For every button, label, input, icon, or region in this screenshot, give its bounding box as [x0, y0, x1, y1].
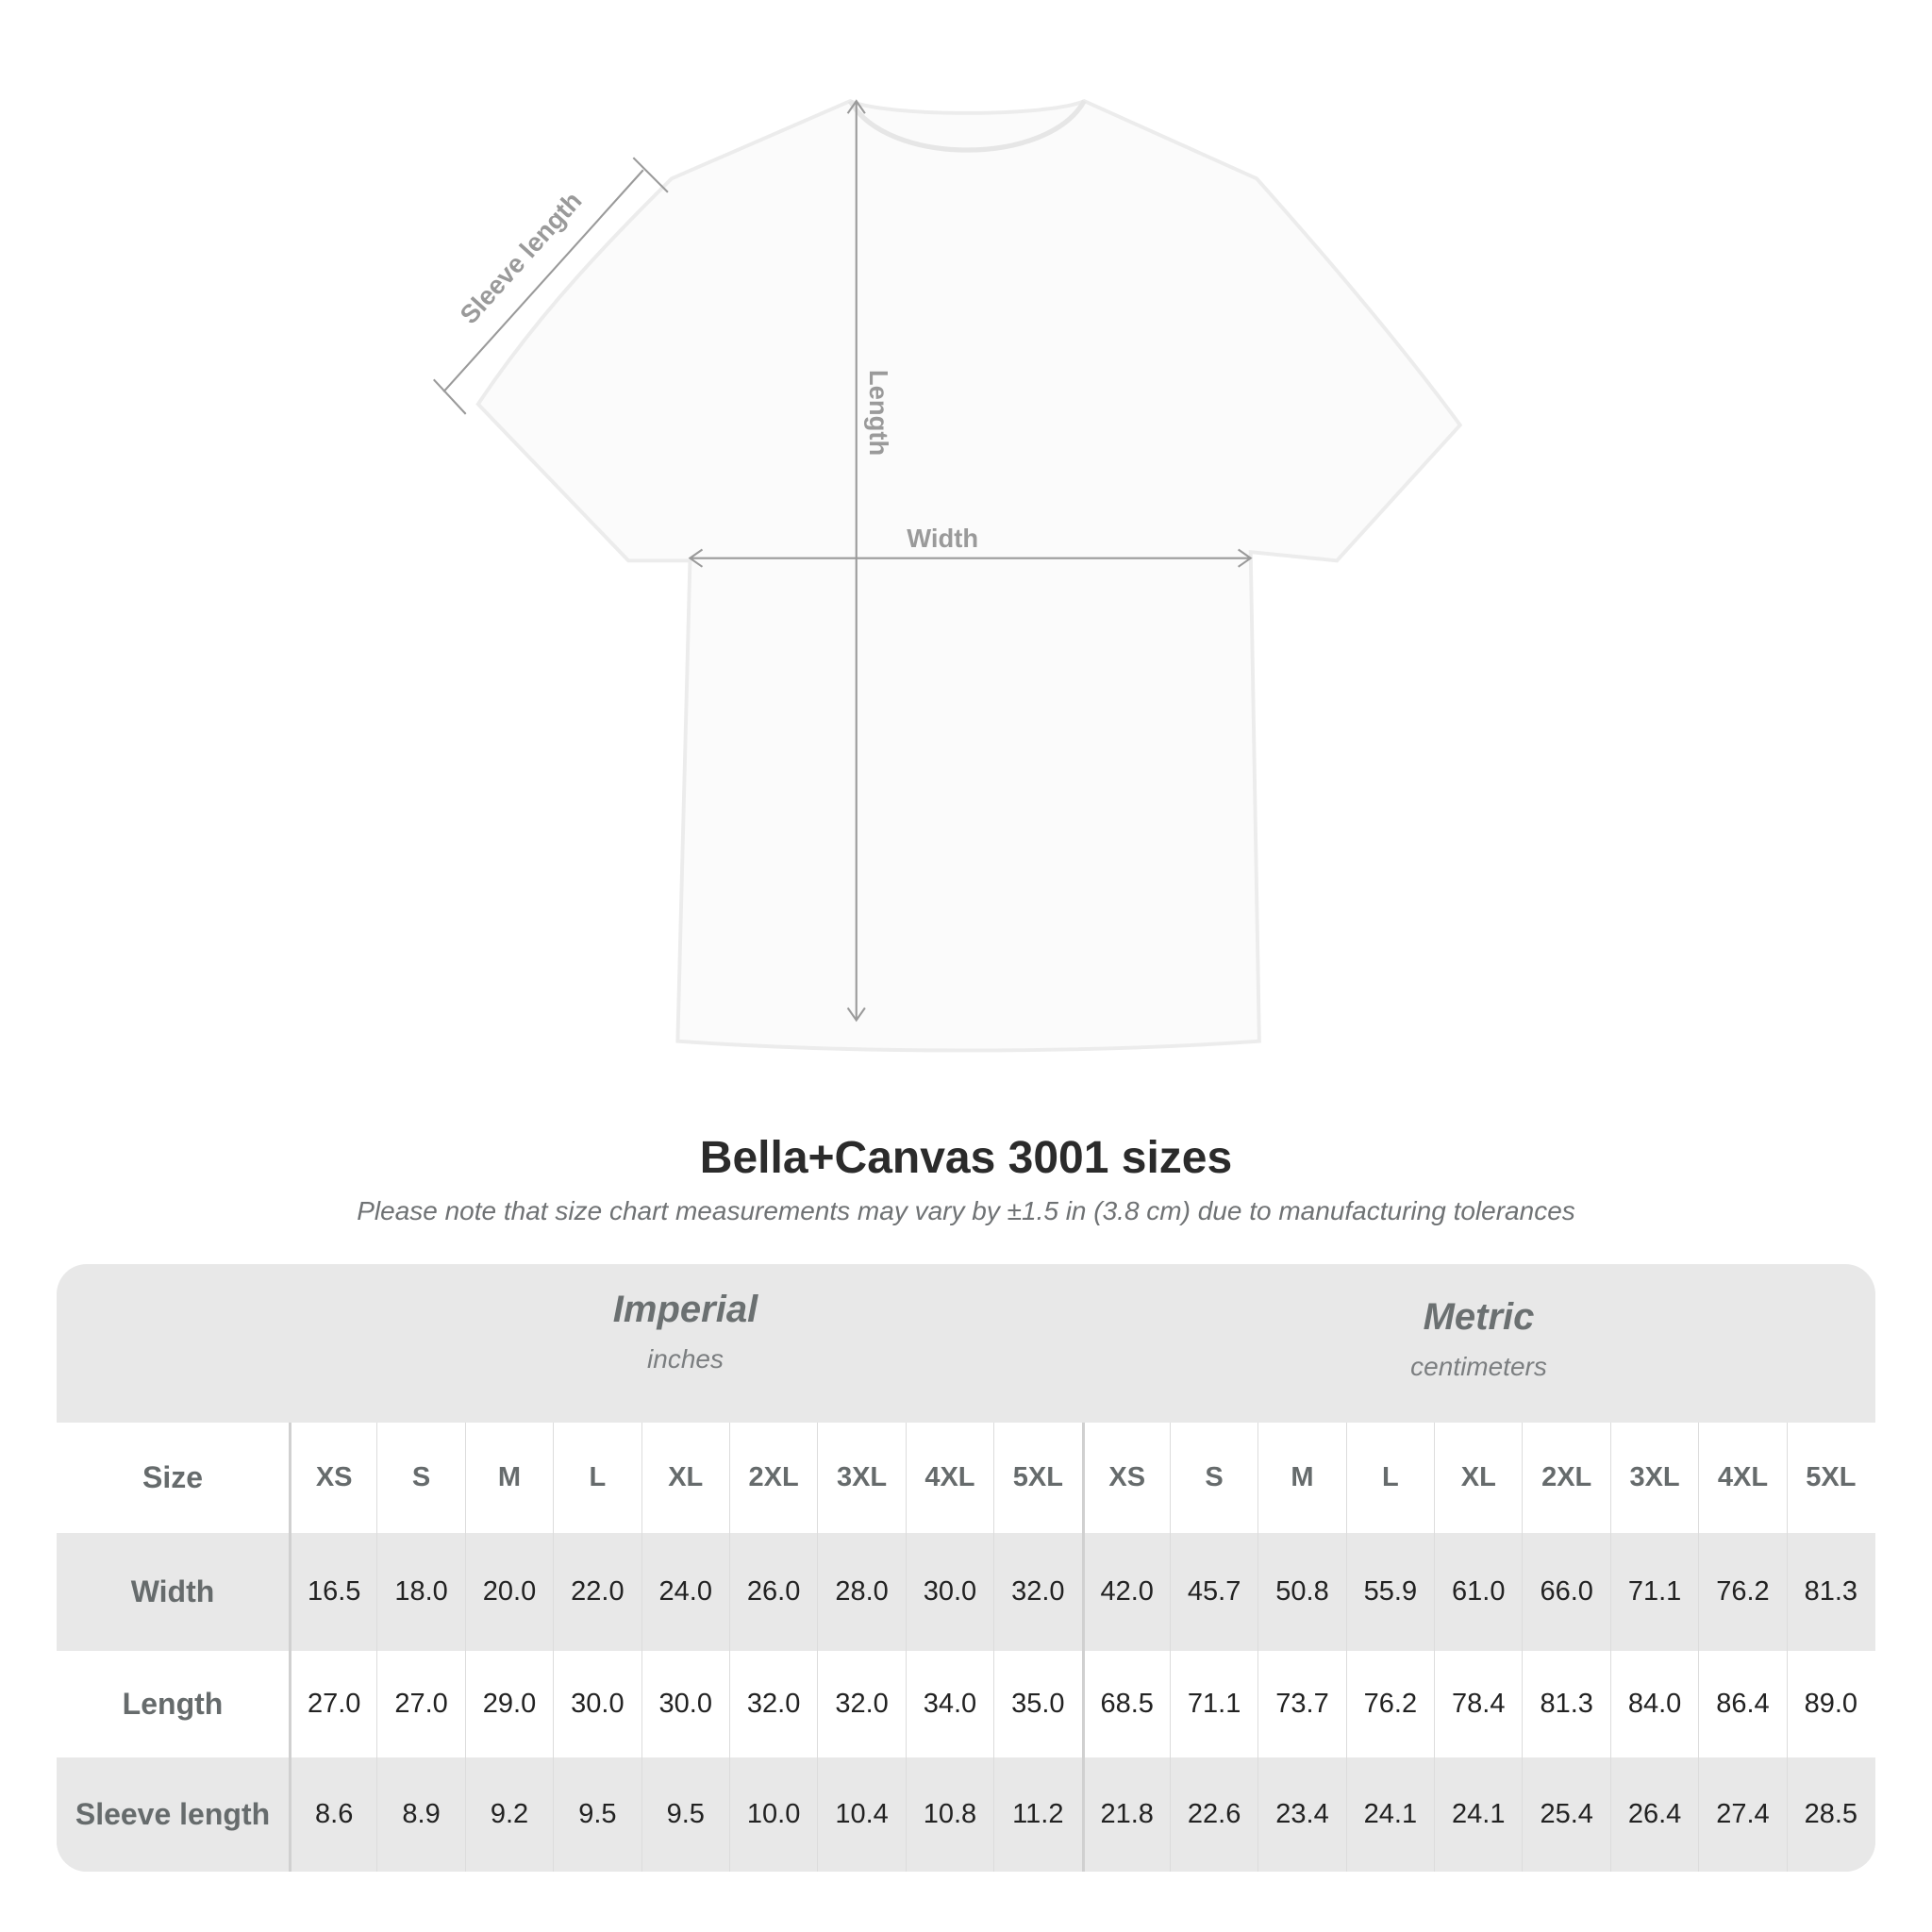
- imperial-value-cell: 34.0: [905, 1651, 993, 1757]
- metric-value-cell: 76.2: [1698, 1533, 1786, 1651]
- metric-size-header: S: [1169, 1423, 1257, 1533]
- imperial-value-cell: 9.2: [464, 1757, 553, 1872]
- metric-size-header: 4XL: [1698, 1423, 1786, 1533]
- imperial-value-cell: 29.0: [464, 1651, 553, 1757]
- imperial-title: Imperial: [612, 1289, 758, 1330]
- imperial-value-cell: 35.0: [993, 1651, 1081, 1757]
- imperial-value-cell: 32.0: [993, 1533, 1081, 1651]
- metric-size-header: XS: [1081, 1423, 1170, 1533]
- imperial-unit: inches: [647, 1344, 724, 1374]
- imperial-value-cell: 11.2: [993, 1757, 1081, 1872]
- metric-value-cell: 61.0: [1434, 1533, 1522, 1651]
- imperial-value-cell: 32.0: [728, 1651, 817, 1757]
- metric-value-cell: 50.8: [1257, 1533, 1345, 1651]
- imperial-value-cell: 27.0: [289, 1651, 376, 1757]
- imperial-value-cell: 8.9: [376, 1757, 464, 1872]
- metric-value-cell: 27.4: [1698, 1757, 1786, 1872]
- metric-value-cell: 25.4: [1522, 1757, 1609, 1872]
- metric-value-cell: 23.4: [1257, 1757, 1345, 1872]
- metric-size-header: 2XL: [1522, 1423, 1609, 1533]
- width-label: Width: [907, 524, 978, 553]
- row-label: Width: [130, 1574, 215, 1608]
- metric-value-cell: 76.2: [1345, 1651, 1434, 1757]
- metric-value-cell: 71.1: [1169, 1651, 1257, 1757]
- imperial-value-cell: 10.8: [905, 1757, 993, 1872]
- imperial-value-cell: 28.0: [817, 1533, 905, 1651]
- metric-value-cell: 45.7: [1169, 1533, 1257, 1651]
- imperial-value-cell: 32.0: [817, 1651, 905, 1757]
- metric-title: Metric: [1423, 1296, 1535, 1338]
- metric-value-cell: 71.1: [1609, 1533, 1698, 1651]
- row-label: Length: [122, 1687, 224, 1721]
- imperial-size-header: L: [553, 1423, 641, 1533]
- metric-value-cell: 73.7: [1257, 1651, 1345, 1757]
- imperial-value-cell: 30.0: [905, 1533, 993, 1651]
- imperial-size-header: 2XL: [728, 1423, 817, 1533]
- metric-value-cell: 21.8: [1081, 1757, 1170, 1872]
- imperial-value-cell: 9.5: [553, 1757, 641, 1872]
- metric-value-cell: 24.1: [1345, 1757, 1434, 1872]
- imperial-value-cell: 22.0: [553, 1533, 641, 1651]
- imperial-value-cell: 9.5: [641, 1757, 729, 1872]
- imperial-size-header: 5XL: [993, 1423, 1081, 1533]
- imperial-value-cell: 10.0: [728, 1757, 817, 1872]
- tshirt-shape: [475, 98, 1463, 1053]
- imperial-value-cell: 27.0: [376, 1651, 464, 1757]
- metric-size-header: XL: [1434, 1423, 1522, 1533]
- metric-value-cell: 78.4: [1434, 1651, 1522, 1757]
- imperial-value-cell: 16.5: [289, 1533, 376, 1651]
- row-label: Size: [142, 1460, 204, 1494]
- metric-value-cell: 55.9: [1345, 1533, 1434, 1651]
- sleeve-arrow: [442, 169, 644, 393]
- imperial-value-cell: 30.0: [641, 1651, 729, 1757]
- imperial-size-header: 3XL: [817, 1423, 905, 1533]
- imperial-size-header: XL: [641, 1423, 729, 1533]
- metric-value-cell: 81.3: [1786, 1533, 1874, 1651]
- metric-size-header: 5XL: [1786, 1423, 1874, 1533]
- metric-value-cell: 28.5: [1786, 1757, 1874, 1872]
- metric-value-cell: 26.4: [1609, 1757, 1698, 1872]
- page-title: Bella+Canvas 3001 sizes: [699, 1133, 1233, 1183]
- metric-value-cell: 42.0: [1081, 1533, 1170, 1651]
- metric-size-header: L: [1345, 1423, 1434, 1533]
- tolerance-note: Please note that size chart measurements…: [357, 1196, 1575, 1225]
- imperial-value-cell: 26.0: [728, 1533, 817, 1651]
- metric-header: Metric centimeters: [1082, 1296, 1875, 1455]
- metric-size-header: M: [1257, 1423, 1345, 1533]
- imperial-value-cell: 8.6: [289, 1757, 376, 1872]
- metric-value-cell: 66.0: [1522, 1533, 1609, 1651]
- metric-value-cell: 81.3: [1522, 1651, 1609, 1757]
- imperial-value-cell: 24.0: [641, 1533, 729, 1651]
- imperial-size-header: 4XL: [905, 1423, 993, 1533]
- metric-value-cell: 24.1: [1434, 1757, 1522, 1872]
- imperial-value-cell: 30.0: [553, 1651, 641, 1757]
- imperial-value-cell: 10.4: [817, 1757, 905, 1872]
- table-row: Width 16.5 18.0 20.0 22.0 24.0 26.0 28.0 30.0 32.…: [57, 1533, 1875, 1651]
- metric-size-header: 3XL: [1609, 1423, 1698, 1533]
- imperial-size-header: M: [464, 1423, 553, 1533]
- row-label: Sleeve length: [75, 1797, 271, 1831]
- metric-value-cell: 89.0: [1786, 1651, 1874, 1757]
- imperial-header: Imperial inches: [289, 1289, 1082, 1447]
- length-label: Length: [864, 370, 893, 456]
- table-row: Sleeve length 8.6 8.9 9.2 9.5 9.5 10.0 10.4 10.8…: [57, 1757, 1875, 1872]
- size-header-row: Size XS S M L XL 2XL 3XL 4XL 5XL XS S M L XL 2XL 3XL 4XL 5…: [57, 1423, 1875, 1533]
- metric-value-cell: 86.4: [1698, 1651, 1786, 1757]
- size-table: Imperial inches Metric centimeters Size X…: [57, 1264, 1875, 1872]
- metric-unit: centimeters: [1410, 1352, 1547, 1381]
- table-row: Length 27.0 27.0 29.0 30.0 30.0 32.0 32.0 34.0 35…: [57, 1651, 1875, 1757]
- imperial-size-header: S: [376, 1423, 464, 1533]
- metric-value-cell: 68.5: [1081, 1651, 1170, 1757]
- imperial-size-header: XS: [289, 1423, 376, 1533]
- imperial-value-cell: 18.0: [376, 1533, 464, 1651]
- metric-value-cell: 22.6: [1169, 1757, 1257, 1872]
- metric-value-cell: 84.0: [1609, 1651, 1698, 1757]
- imperial-value-cell: 20.0: [464, 1533, 553, 1651]
